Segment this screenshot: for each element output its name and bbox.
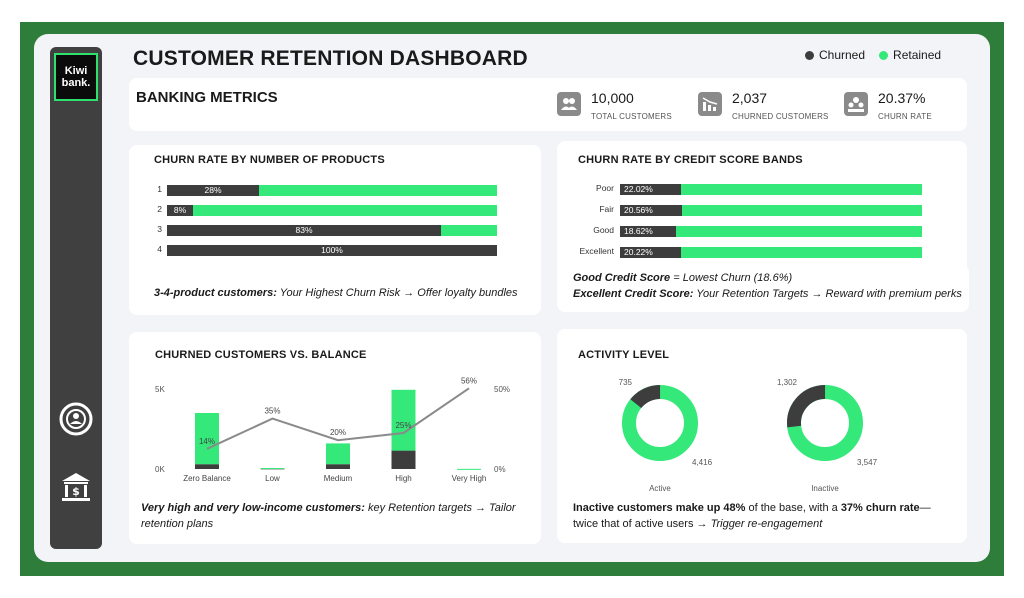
kpi-total-customers: 10,000 TOTAL CUSTOMERS	[557, 90, 672, 121]
products-churned-bar[interactable]	[167, 245, 497, 256]
balance-churned-bar[interactable]	[391, 450, 416, 469]
credit-label: Fair	[599, 204, 614, 214]
balance-note: Very high and very low-income customers:…	[141, 502, 516, 530]
credit-value-label: 18.62%	[624, 226, 653, 236]
legend-churned[interactable]: Churned	[805, 48, 865, 62]
balance-churned-bar[interactable]	[326, 464, 350, 469]
products-retained-bar[interactable]	[259, 185, 497, 196]
kpi-churned-customers: 2,037 CHURNED CUSTOMERS	[698, 90, 829, 121]
credit-churned-bar[interactable]	[620, 247, 681, 258]
y-left-tick: 0K	[155, 465, 165, 474]
y-left-tick: 5K	[155, 385, 165, 394]
page-title: CUSTOMER RETENTION DASHBOARD	[133, 47, 528, 70]
svg-text:$: $	[72, 485, 80, 498]
balance-retained-bar[interactable]	[326, 443, 350, 465]
products-label: 1	[157, 184, 162, 194]
products-note: 3-4-product customers: Your Highest Chur…	[154, 287, 518, 299]
credit-value-label: 20.56%	[624, 205, 653, 215]
balance-churned-bar[interactable]	[195, 464, 219, 469]
products-churned-bar[interactable]	[167, 225, 441, 236]
x-tick-label: Zero Balance	[183, 474, 231, 483]
churn-rate-label: 35%	[264, 407, 280, 416]
balance-retained-bar[interactable]	[457, 468, 481, 470]
credit-churned-bar[interactable]	[620, 226, 676, 237]
balance-combo-chart: 5K 0K 50% 0% Zero Balance Low Medium High Very H…	[155, 376, 510, 483]
products-label: 2	[157, 204, 162, 214]
credit-title: CHURN RATE BY CREDIT SCORE BANDS	[578, 154, 803, 166]
credit-retained-bar[interactable]	[676, 226, 922, 237]
balance-churned-bar[interactable]	[260, 468, 285, 470]
donut-name: Active	[649, 484, 671, 493]
donut-retained-label: 4,416	[692, 458, 713, 467]
products-value-label: 83%	[295, 225, 313, 235]
credit-note-card	[557, 264, 969, 312]
balance-retained-bar[interactable]	[391, 389, 416, 451]
bank-dollar-icon[interactable]: $	[56, 467, 96, 507]
activity-title: ACTIVITY LEVEL	[578, 349, 670, 361]
legend-retained[interactable]: Retained	[879, 48, 941, 62]
credit-retained-bar[interactable]	[682, 205, 922, 216]
x-tick-label: Medium	[324, 474, 353, 483]
balance-retained-bar[interactable]	[260, 468, 285, 470]
products-retained-bar[interactable]	[441, 225, 497, 236]
credit-label: Poor	[596, 183, 614, 193]
balance-title: CHURNED CUSTOMERS VS. BALANCE	[155, 349, 367, 361]
retained-dot-icon	[879, 50, 889, 60]
credit-label: Good	[593, 225, 614, 235]
products-value-label: 100%	[321, 245, 343, 255]
x-tick-label: Low	[265, 474, 280, 483]
kiwibank-logo[interactable]: Kiwi bank.	[54, 53, 98, 101]
credit-retained-bar[interactable]	[681, 247, 922, 258]
group-icon	[844, 92, 868, 116]
churn-rate-label: 25%	[395, 421, 411, 430]
products-churned-bar[interactable]	[167, 205, 193, 216]
products-title: CHURN RATE BY NUMBER OF PRODUCTS	[154, 154, 385, 166]
x-tick-label: High	[395, 474, 411, 483]
credit-churned-bar[interactable]	[620, 184, 681, 195]
banking-metrics-title: BANKING METRICS	[136, 89, 278, 106]
donut-churned-arc[interactable]	[787, 385, 864, 461]
products-label: 3	[157, 224, 162, 234]
churn-rate-line	[206, 387, 470, 450]
activity-note: Inactive customers make up 48% of the ba…	[573, 502, 931, 530]
sidebar: Kiwi bank. $	[50, 47, 102, 549]
kpi-churn-rate: 20.37% CHURN RATE	[844, 90, 932, 121]
credit-value-label: 20.22%	[624, 247, 653, 257]
chart-down-icon	[698, 92, 722, 116]
churned-dot-icon	[805, 50, 814, 60]
credit-retained-bar[interactable]	[681, 184, 922, 195]
people-icon	[557, 92, 581, 116]
products-churned-bar[interactable]	[167, 185, 259, 196]
x-tick-label: Very High	[452, 474, 487, 483]
products-value-label: 28%	[204, 185, 222, 195]
donut-name: Inactive	[811, 484, 839, 493]
y-right-tick: 50%	[494, 385, 510, 394]
donut-retained-label: 3,547	[857, 458, 878, 467]
products-retained-bar[interactable]	[193, 205, 497, 216]
donut-churned-arc[interactable]	[616, 379, 703, 466]
churn-rate-label: 20%	[330, 428, 346, 437]
balance-retained-bar[interactable]	[195, 413, 219, 465]
legend: Churned Retained	[805, 48, 941, 62]
churn-rate-label: 56%	[461, 376, 477, 385]
churn-rate-label: 14%	[199, 437, 215, 446]
donut-churned-label: 1,302	[777, 378, 798, 387]
products-label: 4	[157, 244, 162, 254]
customer-insights-icon[interactable]	[56, 399, 96, 439]
donut-churned-label: 735	[619, 378, 633, 387]
credit-value-label: 22.02%	[624, 184, 653, 194]
banking-metrics-card	[129, 78, 967, 131]
products-value-label: 8%	[173, 205, 187, 215]
activity-donut-charts: 735 4,416 Active 1,302 3,547 Inactive	[616, 378, 878, 493]
y-right-tick: 0%	[494, 465, 506, 474]
credit-note: Good Credit Score = Lowest Churn (18.6%)…	[573, 272, 962, 300]
credit-churned-bar[interactable]	[620, 205, 682, 216]
credit-label: Excellent	[579, 246, 615, 256]
